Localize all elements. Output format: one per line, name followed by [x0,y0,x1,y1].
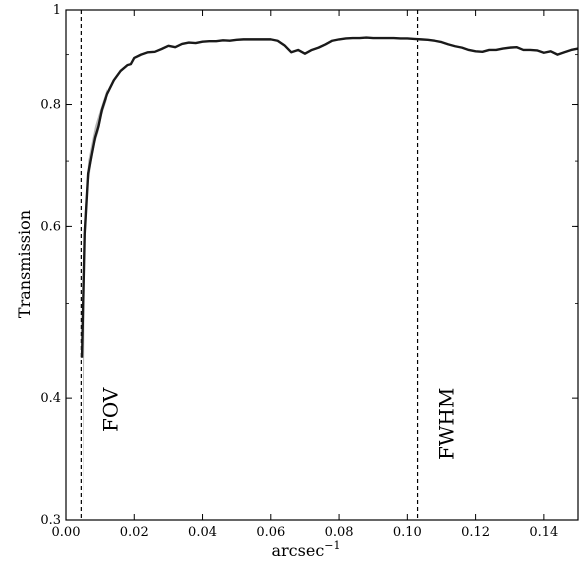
uncertainty-band [83,88,107,521]
y-tick-label: 0.3 [40,513,61,528]
y-tick-label: 0.8 [40,98,61,113]
x-tick-label: 0.12 [461,525,490,540]
x-axis-label: arcsec−1 [271,539,340,560]
axis-ticks: 0.00 0.02 0.04 0.06 0.08 0.10 0.12 0.14 0.3 0.4 0.… [40,3,578,540]
y-tick-label: 0.4 [40,391,61,406]
axes-frame [65,9,579,521]
reference-lines: FOV FWHM [80,10,459,520]
x-tick-label: 0.06 [256,525,285,540]
series-layer [80,36,579,358]
uncertainty-band-layer [83,88,107,521]
x-tick-label: 0.02 [120,525,149,540]
plot-frame [65,9,579,521]
x-tick-label: 0.14 [529,525,558,540]
annotation-fov: FOV [98,387,122,432]
series-line-0 [80,36,579,358]
x-tick-label: 0.08 [325,525,354,540]
y-tick-label: 0.6 [40,219,61,234]
y-tick-label: 1 [53,3,61,18]
x-tick-label: 0.04 [188,525,217,540]
x-tick-label: 0.00 [52,525,81,540]
x-tick-label: 0.10 [393,525,422,540]
annotation-fwhm: FWHM [435,388,459,460]
y-axis-label: Transmission [15,210,34,318]
